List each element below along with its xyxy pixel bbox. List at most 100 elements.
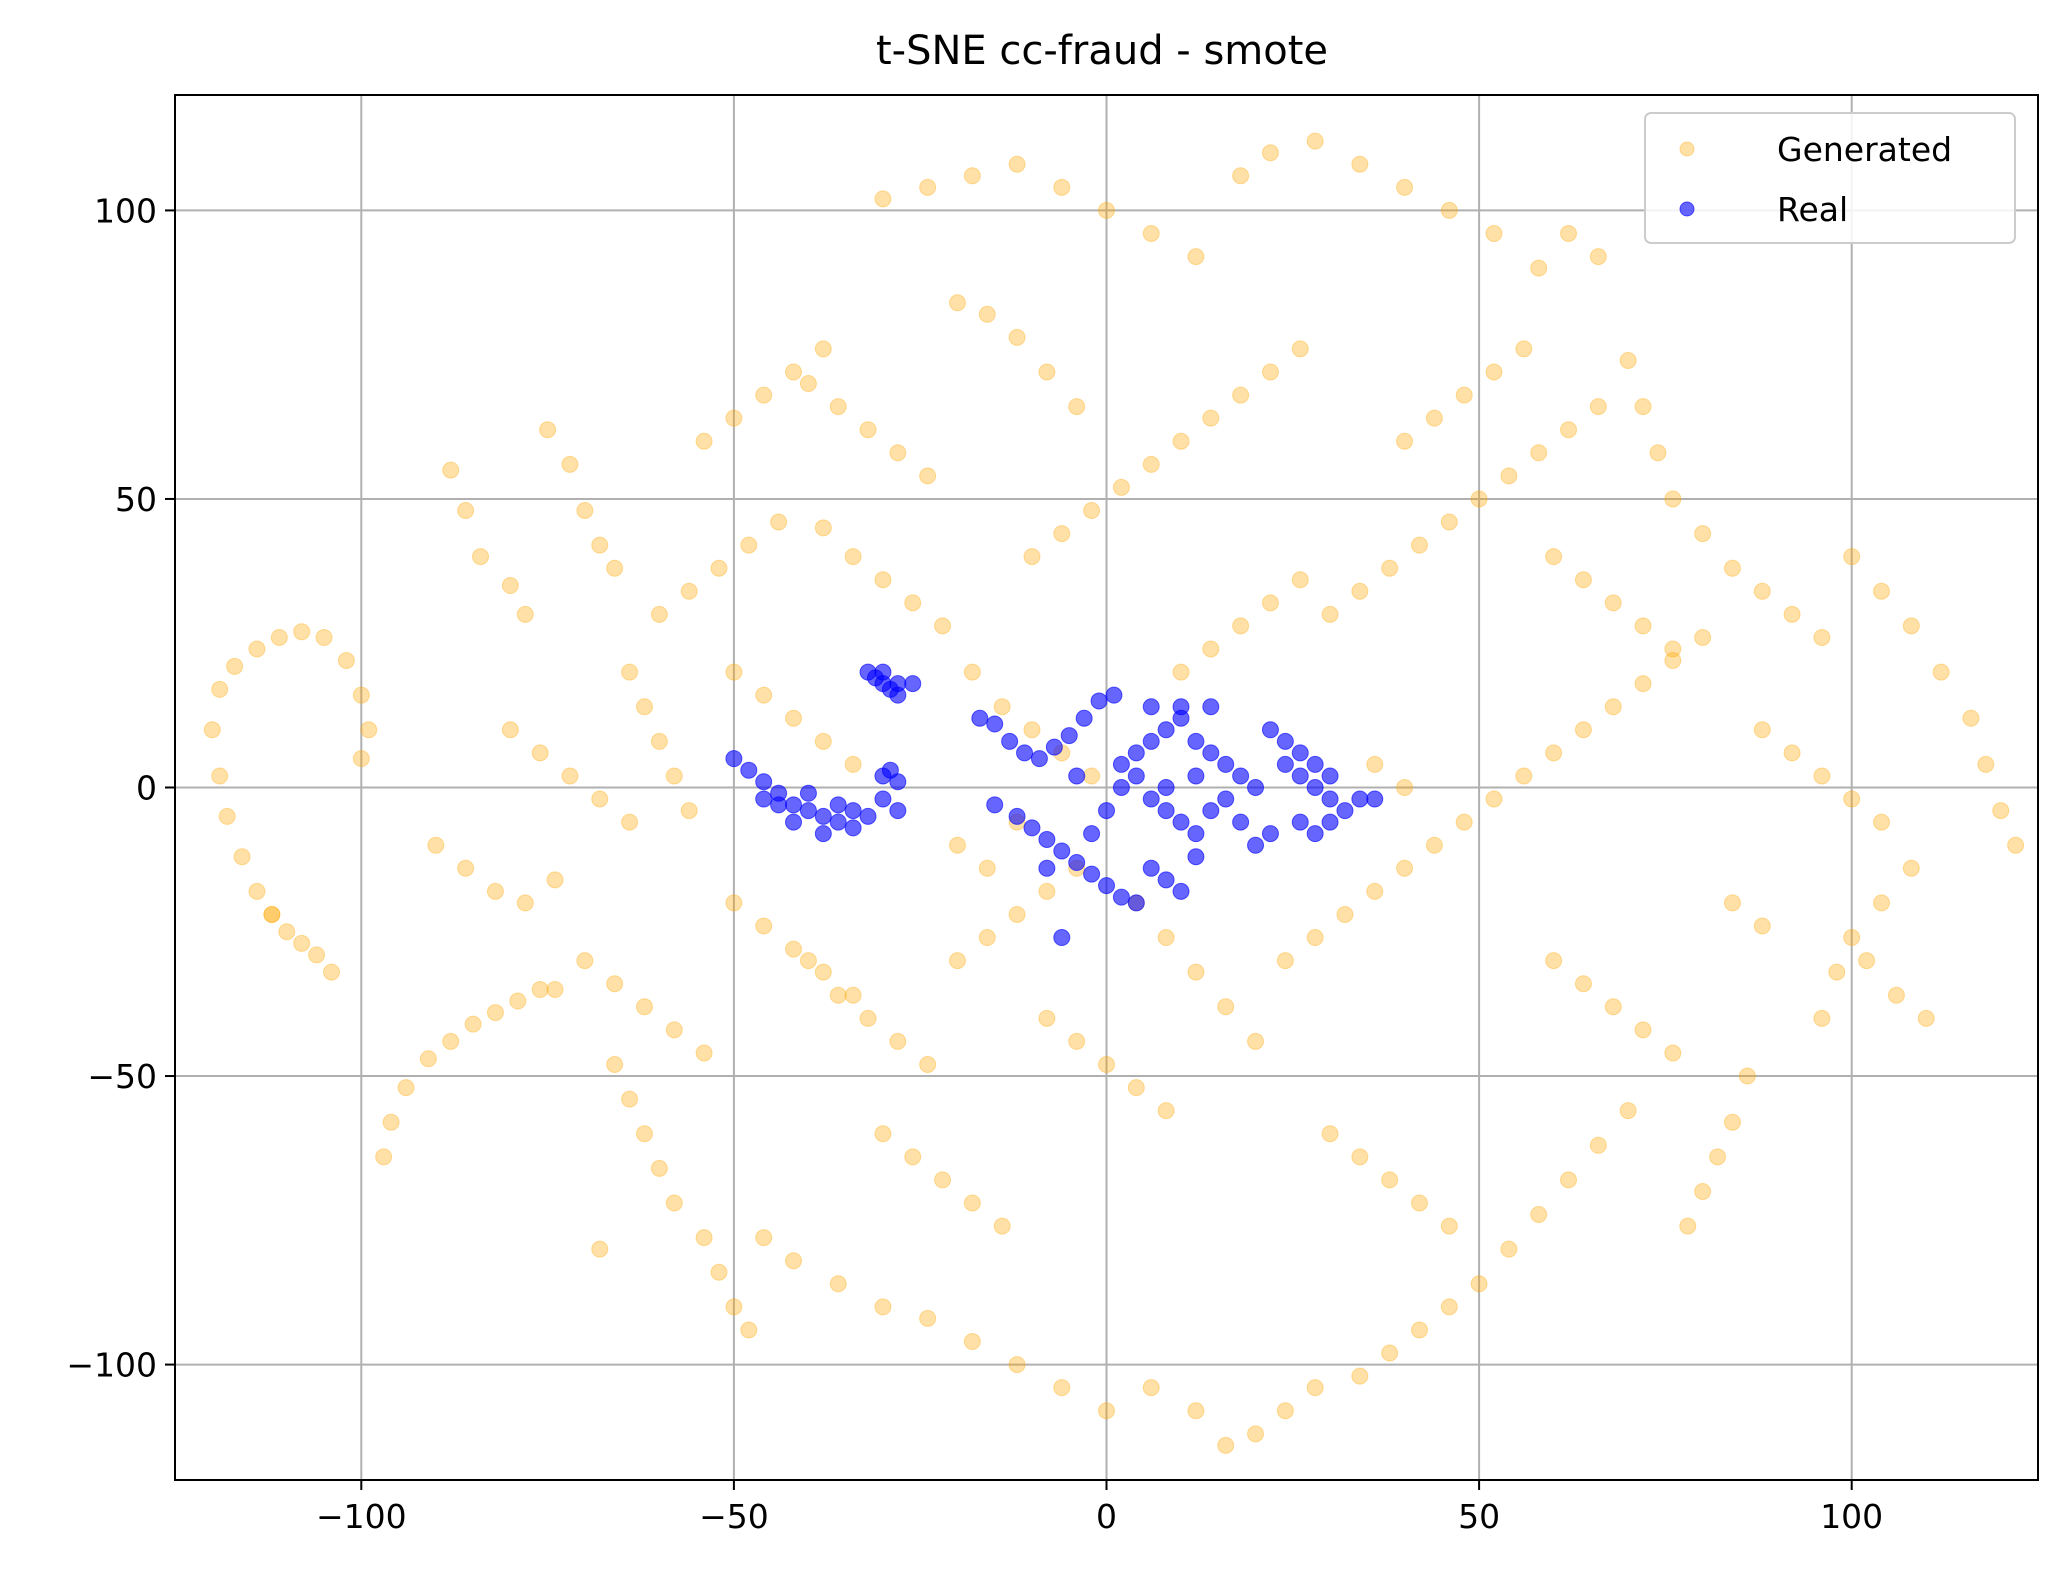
generated-point: [1038, 882, 1056, 900]
real-point: [1261, 825, 1279, 843]
generated-point: [1410, 536, 1428, 554]
chart-title: t-SNE cc-fraud - smote: [876, 28, 1328, 74]
generated-point: [948, 952, 966, 970]
generated-point: [1440, 513, 1458, 531]
generated-point: [263, 905, 281, 923]
real-series: [725, 663, 1384, 947]
x-tick-label: 50: [1458, 1497, 1500, 1536]
generated-point: [1261, 363, 1279, 381]
legend: Generated Real: [1644, 112, 2016, 244]
generated-point: [1694, 1182, 1712, 1200]
generated-point: [1396, 178, 1414, 196]
generated-point: [829, 986, 847, 1004]
real-point: [1217, 755, 1235, 773]
real-point: [1232, 813, 1250, 831]
generated-point: [948, 294, 966, 312]
generated-point: [1142, 455, 1160, 473]
generated-point: [1247, 1032, 1265, 1050]
real-point: [1142, 790, 1160, 808]
generated-point: [785, 363, 803, 381]
real-point: [1142, 732, 1160, 750]
generated-point: [501, 577, 519, 595]
real-point: [1053, 929, 1071, 947]
generated-point: [725, 409, 743, 427]
generated-point: [1634, 1021, 1652, 1039]
real-point: [1045, 738, 1063, 756]
legend-label-generated: Generated: [1777, 130, 1952, 169]
generated-point: [1187, 1402, 1205, 1420]
real-point: [785, 796, 803, 814]
generated-point: [874, 1298, 892, 1316]
generated-point: [1843, 929, 1861, 947]
real-point: [1157, 802, 1175, 820]
generated-point: [1485, 790, 1503, 808]
y-tick-label: 50: [115, 480, 157, 519]
generated-point: [248, 882, 266, 900]
generated-point: [218, 807, 236, 825]
generated-point: [1694, 628, 1712, 646]
generated-point: [755, 386, 773, 404]
generated-point: [859, 421, 877, 439]
generated-point: [650, 732, 668, 750]
real-point: [859, 807, 877, 825]
generated-point: [904, 1148, 922, 1166]
generated-point: [1306, 929, 1324, 947]
generated-point: [203, 721, 221, 739]
generated-point: [1634, 675, 1652, 693]
generated-point: [814, 519, 832, 537]
generated-point: [1470, 490, 1488, 508]
generated-point: [755, 686, 773, 704]
generated-point: [352, 686, 370, 704]
real-point: [755, 790, 773, 808]
real-point: [1291, 813, 1309, 831]
generated-point: [1276, 952, 1294, 970]
real-point: [1321, 813, 1339, 831]
generated-point: [1068, 398, 1086, 416]
x-tick-label: 100: [1820, 1497, 1883, 1536]
generated-point: [1574, 571, 1592, 589]
real-point: [1351, 790, 1369, 808]
generated-point: [2007, 836, 2025, 854]
real-point: [889, 675, 907, 693]
real-point: [829, 796, 847, 814]
generated-point: [1902, 617, 1920, 635]
generated-point: [561, 455, 579, 473]
generated-point: [427, 836, 445, 854]
generated-point: [1589, 398, 1607, 416]
generated-point: [337, 652, 355, 670]
generated-point: [1917, 1009, 1935, 1027]
real-point: [1105, 686, 1123, 704]
generated-point: [211, 680, 229, 698]
real-point: [1172, 813, 1190, 831]
real-point: [844, 819, 862, 837]
generated-point: [635, 998, 653, 1016]
generated-point: [1321, 1125, 1339, 1143]
generated-point: [889, 1032, 907, 1050]
generated-point: [1217, 998, 1235, 1016]
generated-point: [665, 767, 683, 785]
real-point: [1187, 825, 1205, 843]
generated-point: [509, 992, 527, 1010]
generated-point: [665, 1021, 683, 1039]
generated-point: [770, 513, 788, 531]
real-point: [1321, 767, 1339, 785]
generated-point: [1619, 351, 1637, 369]
generated-point: [1157, 929, 1175, 947]
real-point: [1053, 842, 1071, 860]
generated-point: [948, 836, 966, 854]
x-tick-label: −50: [699, 1497, 769, 1536]
generated-point: [1932, 663, 1950, 681]
generated-point: [1709, 1148, 1727, 1166]
generated-point: [1410, 1321, 1428, 1339]
generated-point: [1142, 1379, 1160, 1397]
generated-point: [1008, 905, 1026, 923]
generated-point: [1455, 386, 1473, 404]
generated-point: [1053, 178, 1071, 196]
generated-point: [375, 1148, 393, 1166]
real-point: [1172, 698, 1190, 716]
generated-point: [1232, 167, 1250, 185]
generated-point: [1172, 432, 1190, 450]
generated-point: [1574, 721, 1592, 739]
real-point: [1142, 698, 1160, 716]
generated-point: [561, 767, 579, 785]
